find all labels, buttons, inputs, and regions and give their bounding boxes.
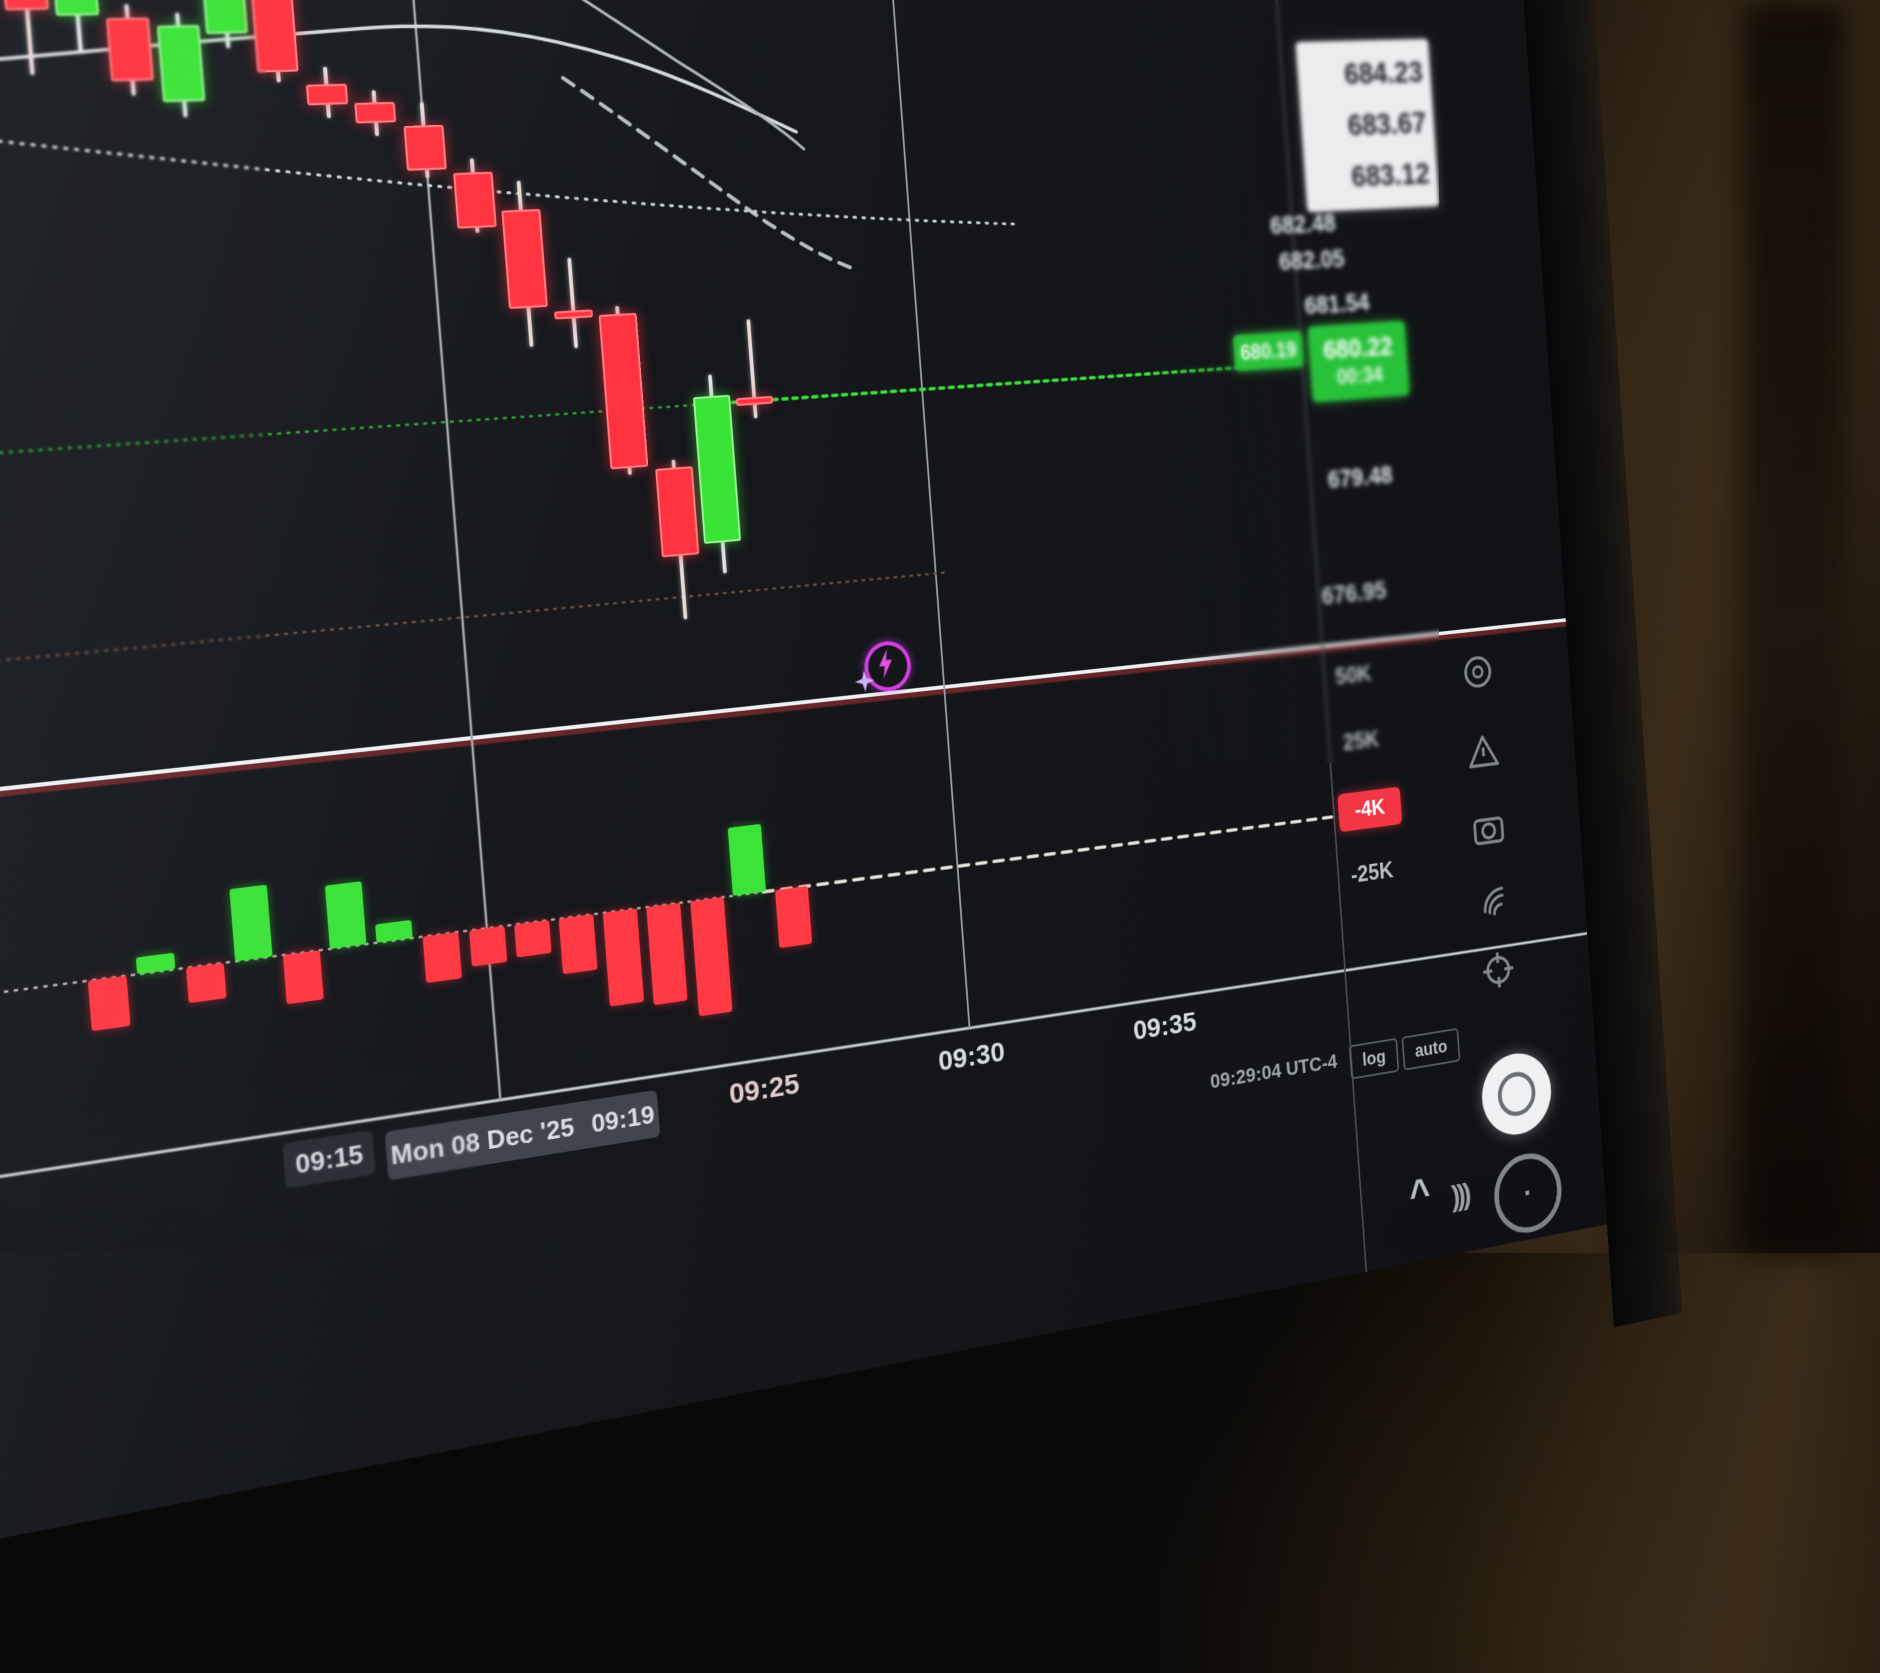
volume-zero-dashes [763, 817, 1334, 892]
current-price-value: 680.22 [1322, 332, 1393, 366]
trading-app-screen: 684.23 683.67 683.12 682.48 682.05 681.5… [0, 0, 1607, 1539]
chart-overlay-lines [0, 0, 1607, 1539]
candle-body [501, 209, 547, 309]
target-icon[interactable] [1477, 944, 1519, 996]
collapse-caret-icon[interactable]: ^ [1408, 1168, 1432, 1219]
candle-body [404, 125, 447, 171]
low-level-dotted [0, 572, 950, 672]
volume-bar-09:11[interactable] [88, 976, 131, 1031]
volume-bar-09:20[interactable] [514, 920, 551, 957]
logo-icon [1497, 1069, 1537, 1119]
wave-icon[interactable]: ))) [1450, 1177, 1469, 1214]
candle-body [655, 466, 699, 557]
ma-line-3-dashed [563, 71, 852, 283]
current-price-label[interactable]: 680.22 00:34 [1308, 320, 1410, 402]
candle-body [250, 0, 299, 73]
info-box-row: 683.67 [1308, 107, 1427, 144]
gear-icon[interactable] [1457, 647, 1499, 697]
candle-body [106, 17, 154, 81]
volume-bar-09:18[interactable] [423, 932, 462, 983]
volume-bar-09:22[interactable] [603, 909, 644, 1007]
volume-axis-label: 25K [1342, 726, 1380, 756]
volume-axis-label: 50K [1335, 661, 1373, 691]
price-axis-label: 679.48 [1327, 461, 1393, 494]
price-line-bright [712, 363, 1302, 404]
chart-plot-area[interactable]: 684.23 683.67 683.12 682.48 682.05 681.5… [0, 0, 1607, 1539]
info-box-row: 684.23 [1305, 56, 1424, 92]
info-box-row: 683.12 [1312, 158, 1431, 196]
price-axis-label: 681.54 [1304, 289, 1371, 321]
volume-bar-09:19[interactable] [469, 926, 507, 967]
volume-bar-09:25[interactable] [728, 824, 766, 896]
price-axis-label: 682.05 [1278, 245, 1345, 277]
ma-line-2 [448, 0, 804, 161]
candle-body [306, 84, 348, 106]
dot-icon: · [1523, 1175, 1534, 1210]
volume-bar-09:14[interactable] [229, 885, 272, 962]
volume-bar-09:16[interactable] [325, 881, 367, 949]
signal-icon[interactable] [1472, 874, 1514, 925]
alert-triangle-icon[interactable] [1462, 726, 1504, 777]
ai-lightning-icon[interactable] [854, 639, 911, 702]
candle-body [453, 172, 497, 229]
bid-price-chip[interactable]: 680.19 [1233, 331, 1304, 372]
crosshair-time: 09:19 [590, 1099, 655, 1139]
volume-bar-09:26[interactable] [775, 886, 812, 948]
volume-bar-09:13[interactable] [186, 963, 227, 1003]
candle-body [3, 0, 49, 10]
volume-bar-09:15[interactable] [283, 950, 324, 1004]
camera-icon[interactable] [1467, 805, 1509, 856]
ohlc-info-box: 684.23 683.67 683.12 [1295, 39, 1439, 213]
price-axis-label: 682.48 [1269, 209, 1336, 240]
bar-countdown: 00:34 [1336, 362, 1384, 389]
volume-bar-09:21[interactable] [559, 914, 598, 974]
candle-body [54, 0, 99, 16]
candle-body [354, 102, 396, 124]
monitor: 684.23 683.67 683.12 682.48 682.05 681.5… [0, 0, 1822, 1603]
candle-body [201, 0, 248, 34]
candle-body [157, 25, 205, 102]
